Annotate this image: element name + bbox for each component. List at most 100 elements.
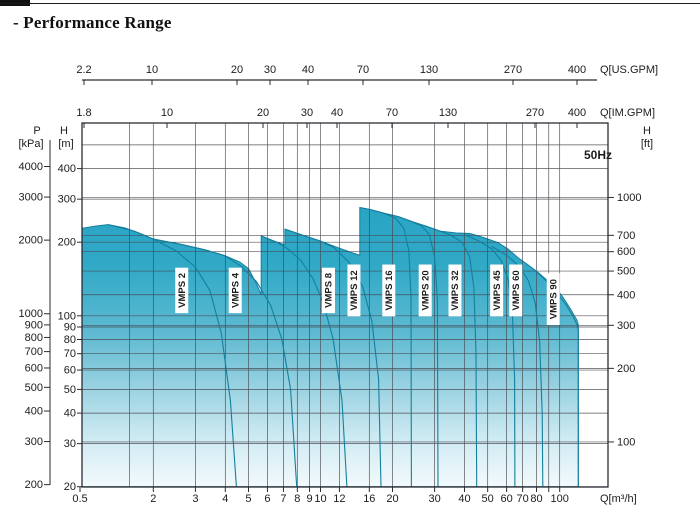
pump-label: VMPS 12 — [347, 264, 361, 317]
pump-label-box — [546, 273, 560, 326]
tick-label: 20 — [257, 107, 269, 119]
pump-curve-vmps45 — [464, 233, 516, 487]
tick-label: 70 — [357, 64, 369, 76]
tick-label: 10 — [161, 107, 173, 119]
axis-title-head-m: H — [60, 125, 68, 137]
pump-curve-vmps16 — [359, 207, 412, 487]
pump-label: VMPS 4 — [228, 267, 242, 314]
tick-label: 130 — [439, 107, 457, 119]
tick-label: 270 — [526, 107, 544, 119]
tick-label: 70 — [64, 348, 76, 360]
tick-label: 20 — [64, 481, 76, 493]
tick-label: 800 — [25, 332, 43, 344]
axis-title-head-ft: H — [643, 125, 651, 137]
tick-label: 10 — [146, 64, 158, 76]
pump-label-box — [382, 264, 396, 317]
pump-label-text: VMPS 16 — [384, 270, 395, 310]
tick-label: 2.2 — [76, 64, 91, 76]
pump-label-text: VMPS 60 — [511, 270, 522, 310]
tick-label: 600 — [617, 246, 635, 258]
axis-title-im-gpm: Q[IM.GPM] — [600, 107, 655, 119]
tick-label: 100 — [58, 310, 76, 322]
tick-label: 12 — [333, 493, 345, 505]
tick-label: 40 — [331, 107, 343, 119]
tick-label: 70 — [517, 493, 529, 505]
tick-label: 80 — [530, 493, 542, 505]
tick-label: 600 — [25, 362, 43, 374]
tick-label: 400 — [617, 289, 635, 301]
tick-label: 200 — [617, 363, 635, 375]
pump-label-text: VMPS 32 — [450, 270, 461, 310]
tick-label: 300 — [58, 194, 76, 206]
axis-us-gpm: 2.2 10 20 30 40 70 130 270 400 Q[US.GPM] — [76, 64, 658, 85]
tick-label: 16 — [363, 493, 375, 505]
tick-label: 700 — [25, 346, 43, 358]
pump-label-box — [321, 267, 335, 314]
pump-curve-vmps4 — [153, 238, 298, 487]
plot-border — [81, 122, 609, 488]
pump-range-envelope — [81, 206, 579, 488]
tick-label: 400 — [25, 406, 43, 418]
tick-label: 700 — [617, 230, 635, 242]
pump-label: VMPS 8 — [321, 267, 335, 314]
tick-label: 2 — [150, 493, 156, 505]
tick-label: 30 — [428, 493, 440, 505]
page-title: - Performance Range — [13, 13, 172, 32]
tick-label: 130 — [420, 64, 438, 76]
pump-curve-vmps12 — [284, 228, 382, 487]
pump-curve-vmps8 — [260, 235, 348, 487]
pump-label-text: VMPS 8 — [324, 273, 335, 308]
tick-label: 200 — [58, 237, 76, 249]
axis-title-pressure: P — [33, 125, 40, 137]
tick-label: 500 — [25, 382, 43, 394]
tick-label: 30 — [264, 64, 276, 76]
pump-label-text: VMPS 2 — [177, 273, 188, 308]
axis-head-ft: H[ft] 1000 700 600 500 400 300 200 100 — [608, 125, 653, 448]
tick-label: 80 — [64, 334, 76, 346]
axis-unit-head-ft: [ft] — [641, 138, 653, 150]
pump-label: VMPS 20 — [418, 264, 432, 317]
tick-label: 40 — [302, 64, 314, 76]
tick-label: 10 — [314, 493, 326, 505]
top-rule — [0, 3, 700, 4]
pump-labels: VMPS 2 VMPS 4 VMPS 8 VMPS 12 VMPS 16 VMPS 20 V… — [175, 264, 560, 326]
pump-curve-vmps2 — [107, 224, 237, 487]
tick-label: 6 — [264, 493, 270, 505]
axis-title-flow: Q[m³/h] — [600, 493, 637, 505]
tick-label: 900 — [25, 319, 43, 331]
tick-label: 100 — [551, 493, 569, 505]
axis-im-gpm: 1.8 10 20 30 40 70 130 270 400 Q[IM.GPM] — [76, 107, 655, 128]
tick-label: 300 — [25, 436, 43, 448]
pump-label-box — [490, 264, 504, 317]
pump-label: VMPS 32 — [448, 264, 462, 317]
tick-label: 1.8 — [76, 107, 91, 119]
pump-label-box — [175, 267, 189, 314]
pump-curve-vmps60 — [491, 246, 544, 487]
pump-label: VMPS 60 — [509, 264, 523, 317]
pump-label: VMPS 2 — [175, 267, 189, 314]
pump-label: VMPS 45 — [490, 264, 504, 317]
tick-label: 4000 — [19, 161, 43, 173]
tick-label: 400 — [568, 64, 586, 76]
tick-label: 40 — [458, 493, 470, 505]
pump-label-box — [228, 267, 242, 314]
tick-label: 0.5 — [72, 493, 87, 505]
tick-label: 1000 — [617, 192, 641, 204]
tick-label: 30 — [301, 107, 313, 119]
tick-label: 90 — [64, 321, 76, 333]
tick-label: 400 — [58, 163, 76, 175]
tick-label: 20 — [386, 493, 398, 505]
tick-label: 8 — [294, 493, 300, 505]
tick-label: 50 — [482, 493, 494, 505]
pump-label-text: VMPS 45 — [492, 270, 503, 311]
pump-label-box — [448, 264, 462, 317]
tick-label: 60 — [501, 493, 513, 505]
pump-label-box — [418, 264, 432, 317]
tick-label: 1000 — [19, 308, 43, 320]
tick-label: 3000 — [19, 192, 43, 204]
tick-label: 7 — [280, 493, 286, 505]
tick-label: 70 — [386, 107, 398, 119]
